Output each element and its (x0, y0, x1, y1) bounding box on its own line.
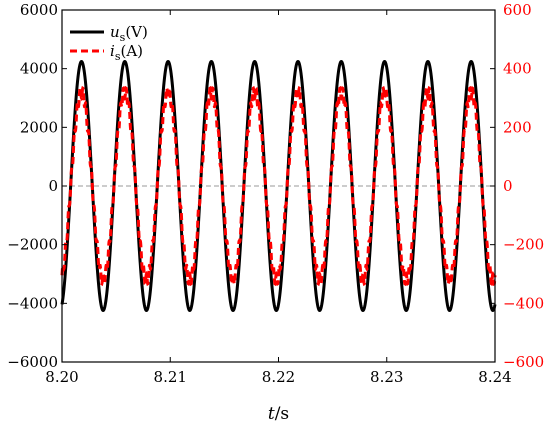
x-tick-label: 8.21 (154, 368, 187, 386)
x-axis-label: t/s (268, 404, 289, 424)
x-tick-label: 8.23 (370, 368, 403, 386)
y-tick-label-left: −4000 (7, 294, 58, 312)
x-tick-label: 8.24 (478, 368, 511, 386)
y-tick-label-right: 400 (503, 60, 532, 78)
x-axis-variable: t (268, 404, 275, 424)
x-tick-label: 8.20 (45, 368, 78, 386)
series-line-is (60, 85, 497, 287)
y-tick-label-right: 600 (503, 1, 532, 19)
y-tick-label-right: −400 (503, 294, 544, 312)
y-tick-label-right: 200 (503, 118, 532, 136)
x-tick-label: 8.22 (262, 368, 295, 386)
y-tick-label-left: 0 (48, 177, 58, 195)
legend-label: is(A) (110, 42, 143, 63)
y-tick-label-right: 0 (503, 177, 513, 195)
y-tick-label-left: 4000 (20, 60, 58, 78)
y-tick-label-left: −2000 (7, 236, 58, 254)
y-tick-label-right: −200 (503, 236, 544, 254)
x-axis-unit: /s (275, 404, 289, 424)
y-tick-label-left: 2000 (20, 118, 58, 136)
legend-label: us(V) (110, 23, 148, 44)
y-tick-label-left: 6000 (20, 1, 58, 19)
y-tick-label-left: −6000 (7, 353, 58, 371)
legend: us(V)is(A) (70, 23, 148, 63)
y-tick-label-right: −600 (503, 353, 544, 371)
